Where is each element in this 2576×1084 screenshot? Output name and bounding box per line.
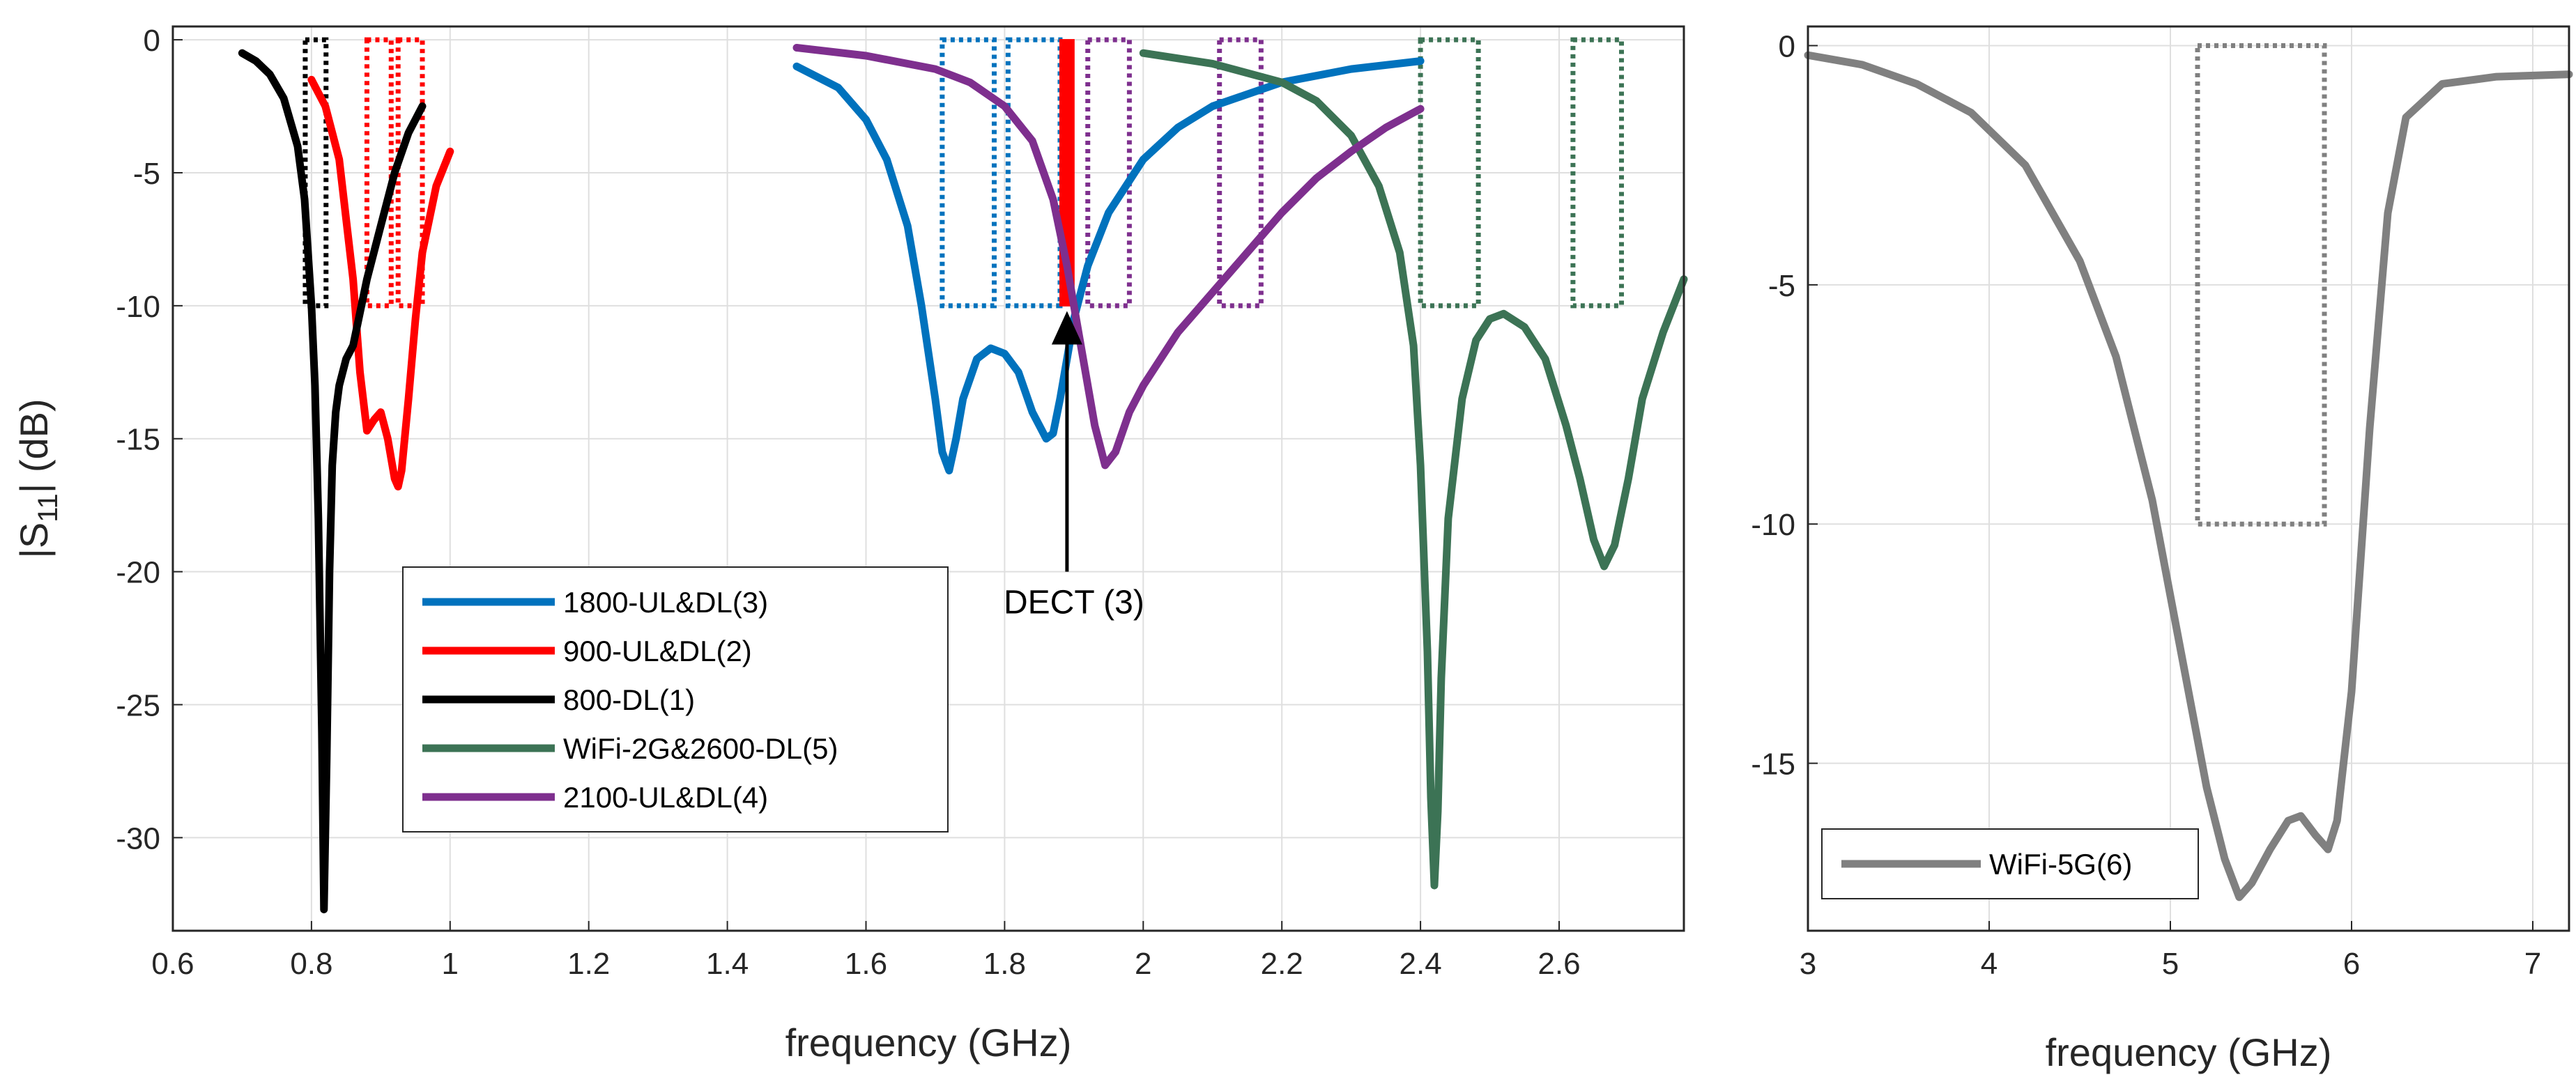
legend-label-2100-ul-dl-4: 2100-UL&DL(4) — [563, 781, 768, 814]
x-tick-label: 1.6 — [845, 947, 887, 981]
y-tick-label: -20 — [116, 556, 160, 590]
left-tick-labels: 0.6 0.8 1 1.2 1.4 1.6 1.8 2 2.2 2.4 2.6 0 -5 -10 -15 -2… — [116, 24, 1580, 981]
y-tick-label: -15 — [116, 423, 160, 457]
left-x-axis-label: frequency (GHz) — [785, 1021, 1072, 1064]
left-axes-frame — [171, 25, 1685, 932]
band-box — [1570, 37, 1624, 309]
y-tick-label: 0 — [144, 24, 160, 58]
x-tick-label: 3 — [1800, 947, 1816, 981]
band-box — [395, 37, 425, 309]
series-line-800-dl-1 — [238, 49, 427, 913]
band-box — [1217, 37, 1264, 309]
y-tick-label: -10 — [116, 290, 160, 324]
y-tick-label: -15 — [1751, 748, 1795, 782]
ylabel-subscript: 11 — [33, 493, 63, 522]
series-line-wifi-5g-6 — [1804, 51, 2573, 901]
left-y-axis-label: |S11| (dB) — [12, 398, 63, 558]
y-tick-label: -5 — [133, 157, 160, 191]
series-line-1800-ul-dl-3 — [792, 57, 1425, 474]
y-tick-label: -10 — [1751, 508, 1795, 542]
x-tick-label: 2.6 — [1538, 947, 1580, 981]
left-chart-panel: DECT (3) 0.6 0.8 1 1.2 1.4 1.6 1.8 2 2.2 2.4 2.6 0 -… — [12, 24, 1688, 1064]
annotation-text: DECT (3) — [1004, 584, 1144, 621]
series-line-wifi-2g-2600-dl-5 — [1139, 49, 1688, 890]
x-tick-label: 6 — [2343, 947, 2360, 981]
right-band-boxes — [2195, 42, 2327, 527]
right-axes-frame — [1807, 25, 2570, 932]
y-tick-label: -25 — [116, 689, 160, 723]
right-grid — [1807, 26, 2569, 931]
y-tick-label: 0 — [1779, 29, 1795, 63]
band-box — [364, 37, 394, 309]
x-tick-label: 2.2 — [1261, 947, 1303, 981]
annotation-arrow-head — [1051, 311, 1082, 345]
x-tick-label: 1.4 — [706, 947, 749, 981]
band-box — [302, 37, 329, 309]
x-tick-label: 7 — [2524, 947, 2541, 981]
legend-label-wifi-5g-6: WiFi-5G(6) — [1989, 848, 2132, 881]
band-box — [2195, 42, 2327, 527]
x-tick-label: 4 — [1981, 947, 1998, 981]
x-tick-label: 1.8 — [983, 947, 1026, 981]
ylabel-main: |S — [12, 522, 56, 559]
legend-label-1800-ul-dl-3: 1800-UL&DL(3) — [563, 586, 768, 619]
x-tick-label: 1 — [442, 947, 459, 981]
x-tick-label: 0.8 — [290, 947, 332, 981]
legend-label-800-dl-1: 800-DL(1) — [563, 683, 695, 716]
series-line-2100-ul-dl-4 — [792, 44, 1425, 470]
x-tick-label: 0.6 — [151, 947, 194, 981]
left-legend: 1800-UL&DL(3) 900-UL&DL(2) 800-DL(1) WiFi-2… — [402, 566, 949, 833]
legend-label-900-ul-dl-2: 900-UL&DL(2) — [563, 635, 752, 667]
legend-label-wifi-2g-2600-dl-5: WiFi-2G&2600-DL(5) — [563, 732, 838, 765]
right-chart-panel: 3 4 5 6 7 0 -5 -10 -15 frequency (GHz) WiFi-5G(6… — [1751, 25, 2573, 1074]
right-x-axis-label: frequency (GHz) — [2046, 1030, 2332, 1074]
band-box — [940, 37, 997, 309]
right-tick-labels: 3 4 5 6 7 0 -5 -10 -15 — [1751, 29, 2541, 981]
x-tick-label: 1.2 — [567, 947, 610, 981]
x-tick-label: 2 — [1135, 947, 1151, 981]
ylabel-tail: | (dB) — [12, 398, 56, 493]
right-series-lines — [1804, 51, 2573, 901]
left-series-lines — [238, 44, 1688, 913]
right-legend: WiFi-5G(6) — [1821, 828, 2199, 899]
x-tick-label: 2.4 — [1400, 947, 1442, 981]
band-box — [1085, 37, 1132, 309]
dect-annotation: DECT (3) — [1004, 311, 1144, 621]
y-tick-label: -30 — [116, 821, 160, 855]
x-tick-label: 5 — [2162, 947, 2179, 981]
series-line-900-ul-dl-2 — [307, 75, 454, 490]
y-tick-label: -5 — [1768, 269, 1795, 303]
band-box — [1418, 37, 1481, 309]
